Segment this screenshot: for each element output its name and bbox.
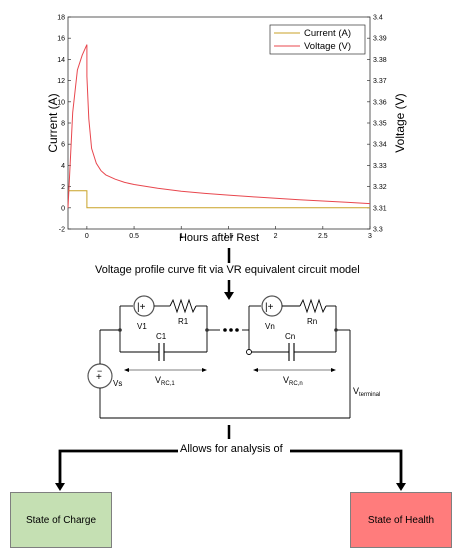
series-layer	[67, 44, 371, 209]
left-axis: -2 0 2 4 6 8 10 12 14 16 18	[57, 15, 71, 234]
voltage-series-line	[67, 44, 371, 208]
chart-legend: Current (A) Voltage (V)	[269, 24, 366, 55]
left-tick-label: 18	[57, 15, 65, 22]
label-cn: Cn	[285, 332, 295, 341]
right-tick-label: 3.32	[373, 184, 387, 191]
vs-plus-minus-glyph: +	[96, 372, 102, 383]
right-tick-label: 3.34	[373, 142, 387, 149]
x-tick-label: 1.5	[224, 233, 234, 240]
right-tick-label: 3.4	[373, 15, 383, 22]
left-tick-label: 8	[61, 121, 65, 128]
left-tick-label: 6	[61, 142, 65, 149]
label-vrcn: VRC,n	[283, 375, 303, 387]
right-tick-label: 3.36	[373, 99, 387, 106]
state-of-health-box: State of Health	[350, 492, 452, 548]
x-axis: 0 0.5 1 1.5 2 2.5 3	[85, 226, 372, 240]
x-tick-label: 0	[85, 233, 89, 240]
state-of-charge-label: State of Charge	[25, 514, 97, 526]
curve-fit-step-label: Voltage profile curve fit via VR equival…	[95, 264, 360, 276]
left-tick-label: 2	[61, 184, 65, 191]
r1-resistor	[169, 298, 197, 314]
series-continuation-dots	[223, 328, 239, 332]
left-tick-label: -2	[59, 227, 65, 234]
right-axis-label: Voltage (V)	[393, 93, 407, 152]
flow-arrow-2	[55, 425, 406, 491]
right-tick-label: 3.39	[373, 36, 387, 43]
right-axis: 3.3 3.31 3.32 3.33 3.34 3.35 3.36 3.37 3.38 3.39 3…	[367, 15, 387, 234]
v1-glyph: |+	[137, 302, 146, 313]
rn-resistor	[299, 298, 327, 314]
left-tick-label: 10	[57, 99, 65, 106]
vn-glyph: |+	[265, 302, 274, 313]
x-tick-label: 2	[274, 233, 278, 240]
right-tick-label: 3.38	[373, 57, 387, 64]
label-vn: Vn	[265, 322, 275, 331]
label-c1: C1	[156, 332, 167, 341]
state-of-health-label: State of Health	[367, 514, 435, 526]
x-tick-label: 3	[368, 233, 372, 240]
x-tick-label: 2.5	[318, 233, 328, 240]
left-tick-label: 14	[57, 57, 65, 64]
analysis-step-label: Allows for analysis of	[180, 443, 283, 455]
arrow-to-soh	[290, 449, 403, 484]
label-vterminal: Vterminal	[353, 386, 380, 398]
x-tick-label: 0.5	[129, 233, 139, 240]
circuit-labels: + − |+ |+ Vs V1 R1 C1 Vn Rn Cn VRC,1 VRC…	[96, 302, 380, 398]
left-tick-label: 12	[57, 78, 65, 85]
right-tick-label: 3.3	[373, 227, 383, 234]
flow-arrow-1	[224, 248, 234, 300]
legend-label-voltage: Voltage (V)	[304, 41, 351, 52]
legend-label-current: Current (A)	[304, 28, 351, 39]
label-vs: Vs	[113, 379, 122, 388]
x-axis-label: Hours after Rest	[179, 232, 259, 244]
x-tick-label: 1	[179, 233, 183, 240]
legend-box	[269, 24, 366, 55]
right-tick-label: 3.33	[373, 163, 387, 170]
right-tick-label: 3.37	[373, 78, 387, 85]
current-series-line	[68, 190, 370, 209]
label-r1: R1	[178, 317, 189, 326]
right-tick-label: 3.35	[373, 121, 387, 128]
left-axis-label: Current (A)	[46, 93, 60, 152]
circuit-nodes	[118, 328, 338, 332]
left-tick-label: 0	[61, 205, 65, 212]
left-tick-label: 16	[57, 36, 65, 43]
label-rn: Rn	[307, 317, 317, 326]
right-tick-label: 3.31	[373, 205, 387, 212]
svg-text:−: −	[97, 366, 102, 376]
left-tick-label: 4	[61, 163, 65, 170]
state-of-charge-box: State of Charge	[10, 492, 112, 548]
open-node	[246, 349, 252, 355]
equivalent-circuit	[87, 295, 351, 419]
arrow-to-soc	[58, 449, 178, 484]
label-vrc1: VRC,1	[155, 375, 175, 387]
label-v1: V1	[137, 322, 147, 331]
